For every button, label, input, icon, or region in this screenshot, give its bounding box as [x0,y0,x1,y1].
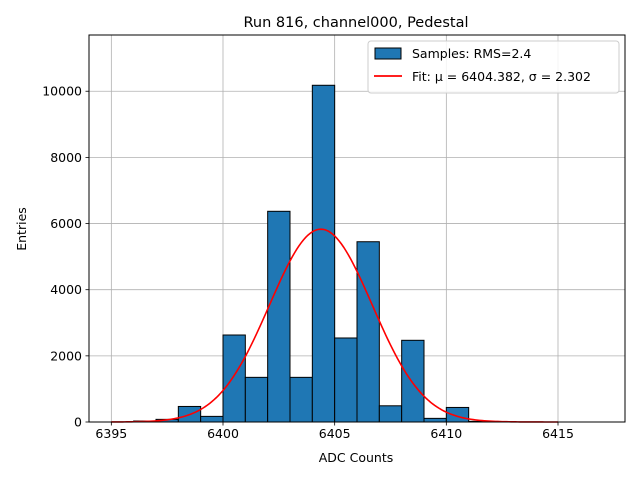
y-axis-label: Entries [14,207,29,251]
y-tick-label: 2000 [50,348,82,363]
x-tick-label: 6405 [319,426,351,441]
histogram-bar [334,337,358,423]
chart-title: Run 816, channel000, Pedestal [243,15,468,31]
x-axis-ticks: 6395 6400 6405 6410 6415 [95,422,574,441]
y-tick-label: 10000 [42,84,82,99]
y-tick-label: 0 [74,415,82,430]
histogram-bar [222,334,246,423]
histogram-bar [267,210,291,423]
y-axis-ticks: 0 2000 4000 6000 8000 10000 [42,84,89,430]
histogram-bar [356,241,380,423]
legend-histogram-label: Samples: RMS=2.4 [412,46,531,61]
x-axis-label: ADC Counts [319,450,394,465]
legend-box [367,40,620,94]
legend-fit-label: Fit: μ = 6404.382, σ = 2.302 [412,69,591,84]
x-tick-label: 6415 [542,426,574,441]
histogram-bar [445,406,470,423]
fit-curve [111,228,559,423]
plot-frame [88,34,626,423]
histogram-bar [289,376,313,423]
histogram-bar [378,405,403,423]
histogram-bar [311,84,336,423]
x-tick-label: 6395 [95,426,127,441]
legend: Samples: RMS=2.4 Fit: μ = 6404.382, σ = … [367,40,620,94]
histogram-bar [401,339,425,423]
histogram-bar [244,376,269,423]
x-tick-label: 6410 [430,426,462,441]
legend-histogram-swatch [374,47,402,60]
x-tick-label: 6400 [207,426,239,441]
histogram-bar [200,415,224,423]
histogram-bars [133,84,492,423]
y-tick-label: 6000 [50,216,82,231]
y-tick-label: 8000 [50,150,82,165]
histogram-bar [423,417,447,423]
y-tick-label: 4000 [50,282,82,297]
